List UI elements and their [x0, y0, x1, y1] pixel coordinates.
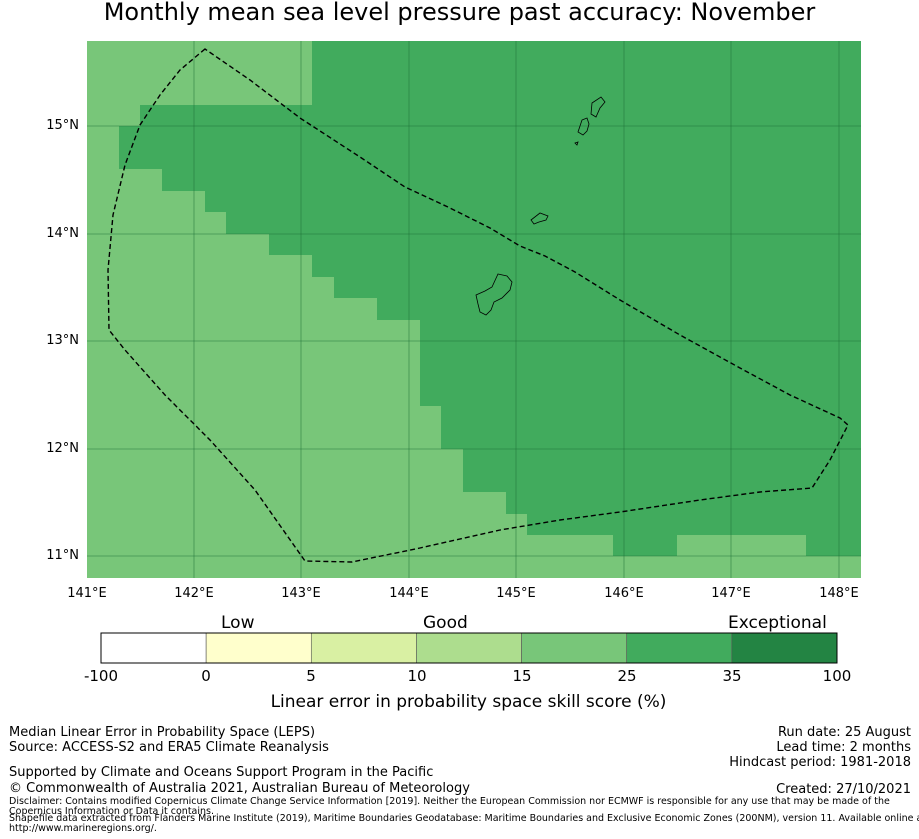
- colorbar-swatch: [626, 632, 733, 664]
- category-exceptional: Exceptional: [728, 613, 827, 633]
- island-guam: [475, 273, 513, 316]
- lon-tick: 142°E: [174, 586, 214, 601]
- gridlines: [87, 41, 861, 578]
- colorbar-swatch: [205, 632, 312, 664]
- lead-time: Lead time: 2 months: [776, 740, 911, 755]
- colorbar-swatch: [100, 632, 207, 664]
- eez-boundary-dashed: [107, 48, 849, 563]
- footer-shapefile: Shapefile data extracted from Flanders M…: [9, 813, 919, 824]
- colorbar-tick: 10: [407, 667, 427, 685]
- footer-disclaimer-cont: Copernicus Information or Data it contai…: [9, 806, 215, 817]
- map-area: [87, 41, 861, 578]
- island-aguijan: [574, 141, 579, 146]
- colorbar-tick: -100: [83, 667, 119, 685]
- colorbar-label: Linear error in probability space skill …: [270, 692, 667, 712]
- lat-tick: 12°N: [46, 441, 79, 456]
- colorbar-tick: 100: [822, 667, 852, 685]
- lat-tick: 13°N: [46, 333, 79, 348]
- category-low: Low: [221, 613, 255, 633]
- footer-leps: Median Linear Error in Probability Space…: [9, 725, 316, 740]
- islands: [475, 96, 606, 316]
- colorbar-swatch: [416, 632, 522, 664]
- colorbar-border: [100, 632, 838, 664]
- map-title: Monthly mean sea level pressure past acc…: [103, 0, 816, 26]
- colorbar-swatch: [310, 632, 417, 664]
- footer-shapefile-url: http://www.marineregions.org/.: [9, 823, 157, 834]
- colorbar-swatch: [731, 632, 838, 664]
- lat-tick: 14°N: [46, 226, 79, 241]
- footer-disclaimer: Disclaimer: Contains modified Copernicus…: [9, 796, 890, 807]
- skill-region-mid-green: [119, 41, 861, 556]
- island-rota: [530, 212, 549, 225]
- colorbar-swatch: [521, 632, 628, 664]
- colorbar-tick: 0: [201, 667, 211, 685]
- colorbar-tick: 25: [617, 667, 637, 685]
- lon-tick: 143°E: [281, 586, 321, 601]
- island-saipan: [590, 96, 606, 118]
- island-tinian: [577, 117, 590, 136]
- colorbar: [100, 632, 838, 664]
- hindcast-period: Hindcast period: 1981-2018: [729, 755, 911, 770]
- lon-tick: 147°E: [711, 586, 751, 601]
- colorbar-tick: 15: [512, 667, 532, 685]
- colorbar-tick: 5: [306, 667, 316, 685]
- created-date: Created: 27/10/2021: [776, 782, 911, 797]
- lat-tick: 15°N: [46, 118, 79, 133]
- lon-tick: 145°E: [496, 586, 536, 601]
- lon-tick: 141°E: [67, 586, 107, 601]
- run-date: Run date: 25 August: [777, 725, 911, 740]
- lon-tick: 144°E: [389, 586, 429, 601]
- footer-support: Supported by Climate and Oceans Support …: [9, 765, 434, 780]
- footer-copyright: © Commonwealth of Australia 2021, Austra…: [9, 781, 470, 796]
- colorbar-tick: 35: [722, 667, 742, 685]
- lon-tick: 146°E: [604, 586, 644, 601]
- footer-source: Source: ACCESS-S2 and ERA5 Climate Reana…: [9, 740, 329, 755]
- category-good: Good: [423, 613, 468, 633]
- lat-tick: 11°N: [46, 548, 79, 563]
- lon-tick: 148°E: [819, 586, 859, 601]
